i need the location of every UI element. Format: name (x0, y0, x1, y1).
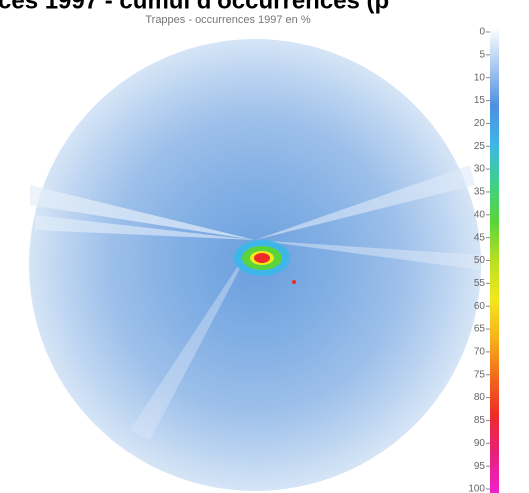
colorbar-tick-label: 0 (479, 27, 485, 38)
chart: ces 1997 - cumul d'occurrences (p Trappe… (0, 0, 529, 493)
colorbar-tick-label: 35 (474, 187, 486, 198)
colorbar-tick-label: 90 (474, 438, 486, 449)
colorbar-tick-label: 10 (474, 72, 486, 83)
colorbar-tick-label: 30 (474, 164, 486, 175)
colorbar-tick-label: 95 (474, 461, 486, 472)
colorbar-tick-label: 80 (474, 392, 486, 403)
colorbar-tick-label: 70 (474, 347, 486, 358)
chart-title: ces 1997 - cumul d'occurrences (p (0, 0, 389, 14)
colorbar-tick-label: 75 (474, 369, 486, 380)
colorbar-tick-label: 20 (474, 118, 486, 129)
colorbar-tick-label: 100 (468, 484, 485, 493)
colorbar-tick-label: 25 (474, 141, 486, 152)
colorbar-tick-label: 45 (474, 232, 486, 243)
colorbar-tick-label: 50 (474, 255, 486, 266)
colorbar-tick-label: 60 (474, 301, 486, 312)
colorbar (490, 28, 499, 493)
colorbar-tick-label: 65 (474, 324, 486, 335)
colorbar-tick-label: 5 (479, 49, 485, 60)
colorbar-tick-label: 55 (474, 278, 486, 289)
chart-subtitle: Trappes - occurrences 1997 en % (145, 14, 311, 26)
colorbar-tick-label: 85 (474, 415, 486, 426)
colorbar-tick-label: 15 (474, 95, 486, 106)
colorbar-tick-label: 40 (474, 209, 486, 220)
radar-field (29, 39, 481, 491)
